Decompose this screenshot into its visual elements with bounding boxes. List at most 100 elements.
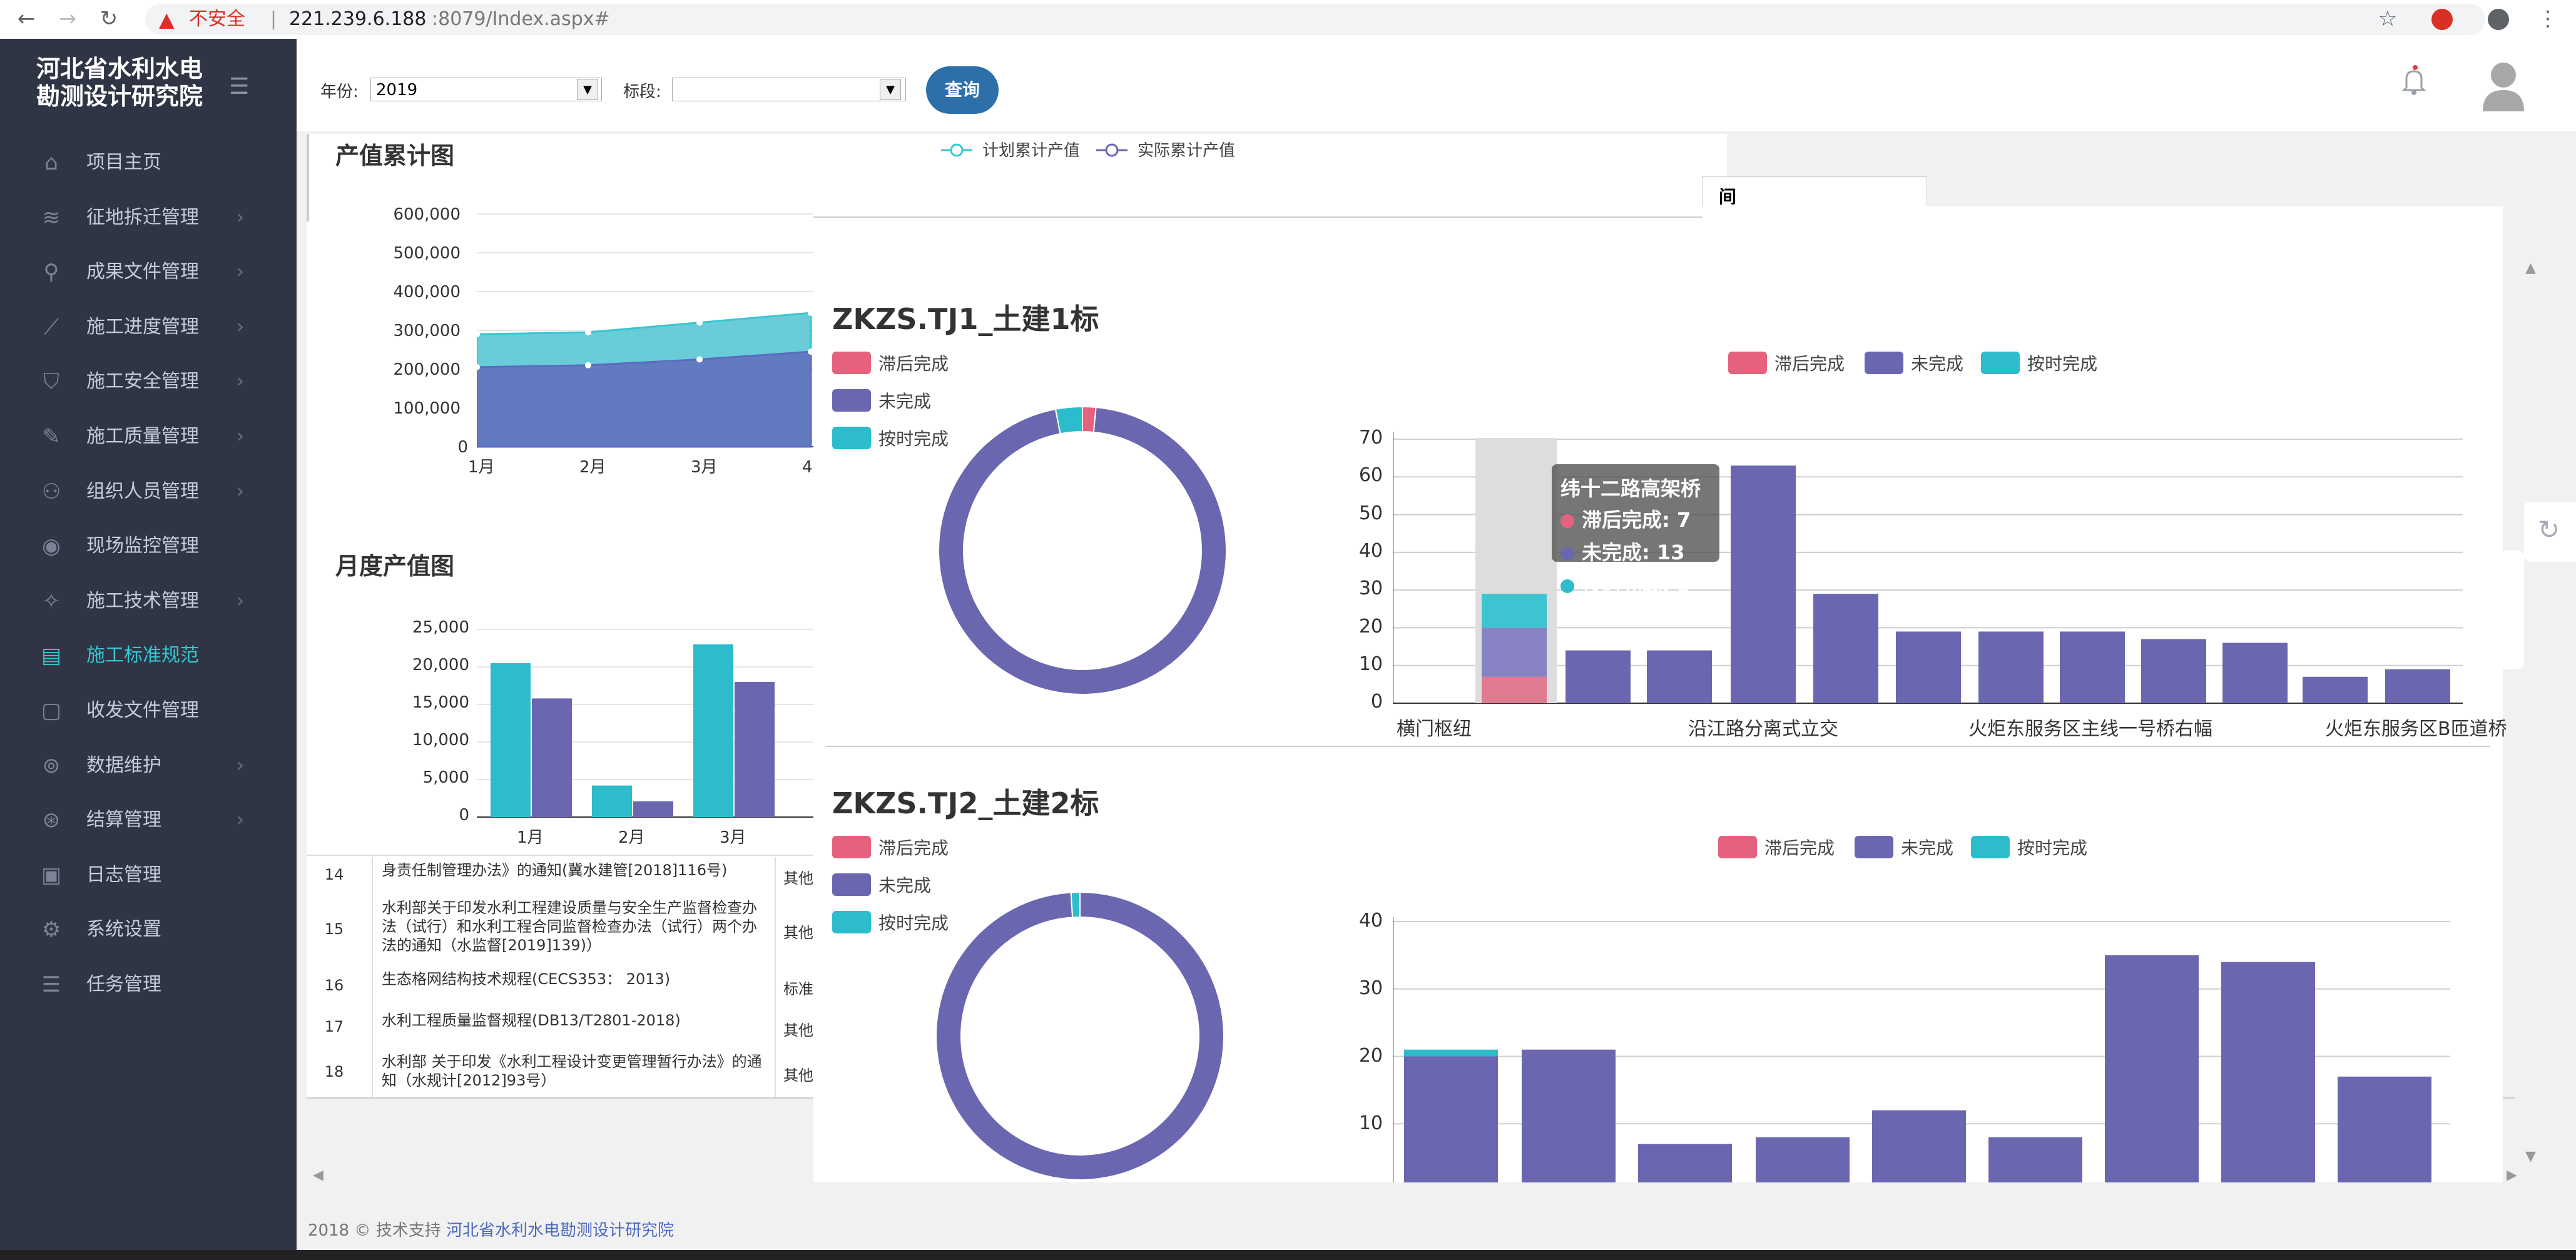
donut-slice[interactable] [935, 891, 1224, 1181]
legend-label[interactable]: 未完成 [1911, 353, 1964, 374]
bookmark-star-icon[interactable]: ☆ [2378, 6, 2398, 31]
monthly-bar [532, 698, 572, 817]
row-title[interactable]: 生态格网结构技术规程(CECS353： 2013) [382, 970, 671, 988]
legend-swatch[interactable] [832, 911, 871, 933]
progress-bar[interactable] [1988, 1137, 2082, 1182]
row-title[interactable]: 身责任制管理办法》的通知(冀水建管[2018]116号) [382, 861, 728, 879]
scroll-down-icon[interactable]: ▼ [2525, 1149, 2536, 1164]
url-path[interactable]: :8079/Index.aspx# [432, 8, 610, 30]
legend-label[interactable]: 按时完成 [878, 429, 949, 449]
row-number: 14 [324, 866, 344, 883]
progress-bar[interactable] [2338, 1076, 2431, 1182]
url-divider: | [270, 8, 277, 30]
monthly-bar [633, 801, 673, 817]
url-host[interactable]: 221.239.6.188 [289, 8, 427, 30]
progress-bar[interactable] [1482, 627, 1547, 677]
progress-bar[interactable] [1647, 650, 1712, 703]
year-dropdown-arrow-icon[interactable]: ▼ [577, 79, 598, 100]
progress-bar[interactable] [1731, 465, 1796, 703]
legend-swatch[interactable] [1971, 836, 2010, 858]
reload-icon[interactable]: ↻ [99, 6, 118, 31]
overlay-top-line [813, 216, 1702, 218]
progress-bar[interactable] [1404, 1049, 1498, 1057]
legend-swatch[interactable] [1728, 352, 1767, 374]
legend-swatch[interactable] [1981, 352, 2020, 374]
data-point [585, 329, 591, 336]
legend-label[interactable]: 未完成 [878, 875, 932, 896]
log-icon: ▣ [41, 862, 62, 888]
legend-label[interactable]: 滞后完成 [1774, 353, 1845, 374]
legend-swatch[interactable] [832, 352, 871, 374]
monthly-bar [592, 785, 632, 817]
year-select[interactable]: 2019 [370, 78, 602, 101]
progress-bar[interactable] [1565, 650, 1631, 703]
address-bar[interactable] [145, 4, 2485, 35]
extension-icon[interactable] [2431, 9, 2453, 30]
progress-bar[interactable] [1482, 594, 1547, 628]
progress-bar[interactable] [1522, 1049, 1616, 1182]
kebab-menu-icon[interactable]: ⋮ [2537, 6, 2558, 31]
hamburger-icon[interactable]: ☰ [229, 74, 250, 99]
row-title[interactable]: 水利部关于印发水利工程建设质量与安全生产监督检查办法（试行）和水利工程合同监督检… [382, 899, 757, 954]
legend-swatch[interactable] [832, 873, 871, 896]
y-tick-label: 200,000 [393, 360, 461, 379]
row-title[interactable]: 水利工程质量监督规程(DB13/T2801-2018) [382, 1012, 681, 1029]
legend-label[interactable]: 按时完成 [878, 913, 949, 933]
legend-label[interactable]: 按时完成 [2027, 353, 2098, 374]
scroll-left-icon[interactable]: ◀ [313, 1167, 323, 1183]
profile-icon[interactable] [2488, 9, 2509, 30]
bell-icon[interactable] [2401, 65, 2426, 96]
progress-bar[interactable] [2141, 639, 2206, 703]
progress-bar[interactable] [2385, 669, 2450, 703]
task-icon: ☰ [41, 972, 61, 997]
donut-slice[interactable] [938, 406, 1227, 695]
progress-bar[interactable] [1638, 1144, 1732, 1182]
y-tick-label: 400,000 [393, 283, 461, 302]
progress-bar[interactable] [2303, 676, 2368, 703]
row-number: 18 [324, 1063, 344, 1080]
legend-label[interactable]: 未完成 [878, 391, 932, 412]
legend-swatch[interactable] [1718, 836, 1757, 858]
legend-label[interactable]: 滞后完成 [878, 838, 949, 858]
legend-label[interactable]: 未完成 [1901, 838, 1954, 858]
progress-bar[interactable] [2222, 643, 2288, 703]
y-tick-label: 10 [1358, 1112, 1383, 1134]
legend-swatch[interactable] [832, 427, 871, 449]
progress-bar[interactable] [1872, 1110, 1966, 1182]
query-button[interactable]: 查询 [926, 66, 999, 114]
legend-label[interactable]: 按时完成 [2017, 838, 2088, 858]
legend-swatch[interactable] [832, 389, 871, 412]
monthly-bar-chart [477, 629, 815, 818]
row-title[interactable]: 水利部 关于印发《水利工程设计变更管理暂行办法》的通知（水规计[2012]93号… [382, 1053, 762, 1089]
footer-org-link[interactable]: 河北省水利水电勘测设计研究院 [445, 1221, 674, 1240]
section-select[interactable] [672, 78, 906, 101]
legend-swatch[interactable] [832, 836, 871, 858]
users-icon: ⚇ [41, 479, 61, 504]
user-avatar-icon[interactable] [2482, 59, 2525, 111]
back-arrow-icon[interactable]: ← [17, 6, 36, 31]
progress-bar[interactable] [1978, 631, 2044, 703]
progress-bar[interactable] [1482, 676, 1547, 703]
progress-bar[interactable] [2221, 962, 2315, 1182]
progress-bar[interactable] [1813, 594, 1878, 703]
refresh-icon[interactable]: ↻ [2538, 514, 2560, 545]
y-tick-label: 30 [1358, 977, 1383, 999]
progress-bar[interactable] [1896, 631, 1961, 703]
progress-bar[interactable] [2060, 631, 2125, 703]
table-divider [307, 855, 813, 856]
legend-swatch[interactable] [1865, 352, 1903, 374]
legend-swatch[interactable] [1855, 836, 1893, 858]
progress-bar[interactable] [1404, 1056, 1498, 1183]
progress-bar[interactable] [1756, 1137, 1850, 1182]
scroll-right-icon[interactable]: ▶ [2507, 1167, 2517, 1183]
security-warning[interactable]: 不安全 [189, 8, 245, 30]
tooltip-title: 纬十二路高架桥 [1560, 477, 1701, 500]
section-dropdown-arrow-icon[interactable]: ▼ [880, 79, 901, 100]
legend-label[interactable]: 滞后完成 [878, 353, 949, 374]
chevron-right-icon: › [237, 480, 244, 502]
progress-bar[interactable] [2105, 955, 2199, 1182]
legend-label[interactable]: 滞后完成 [1764, 838, 1835, 858]
chevron-right-icon: › [237, 589, 244, 612]
scroll-up-icon[interactable]: ▲ [2525, 260, 2536, 276]
forward-arrow-icon[interactable]: → [58, 6, 77, 31]
